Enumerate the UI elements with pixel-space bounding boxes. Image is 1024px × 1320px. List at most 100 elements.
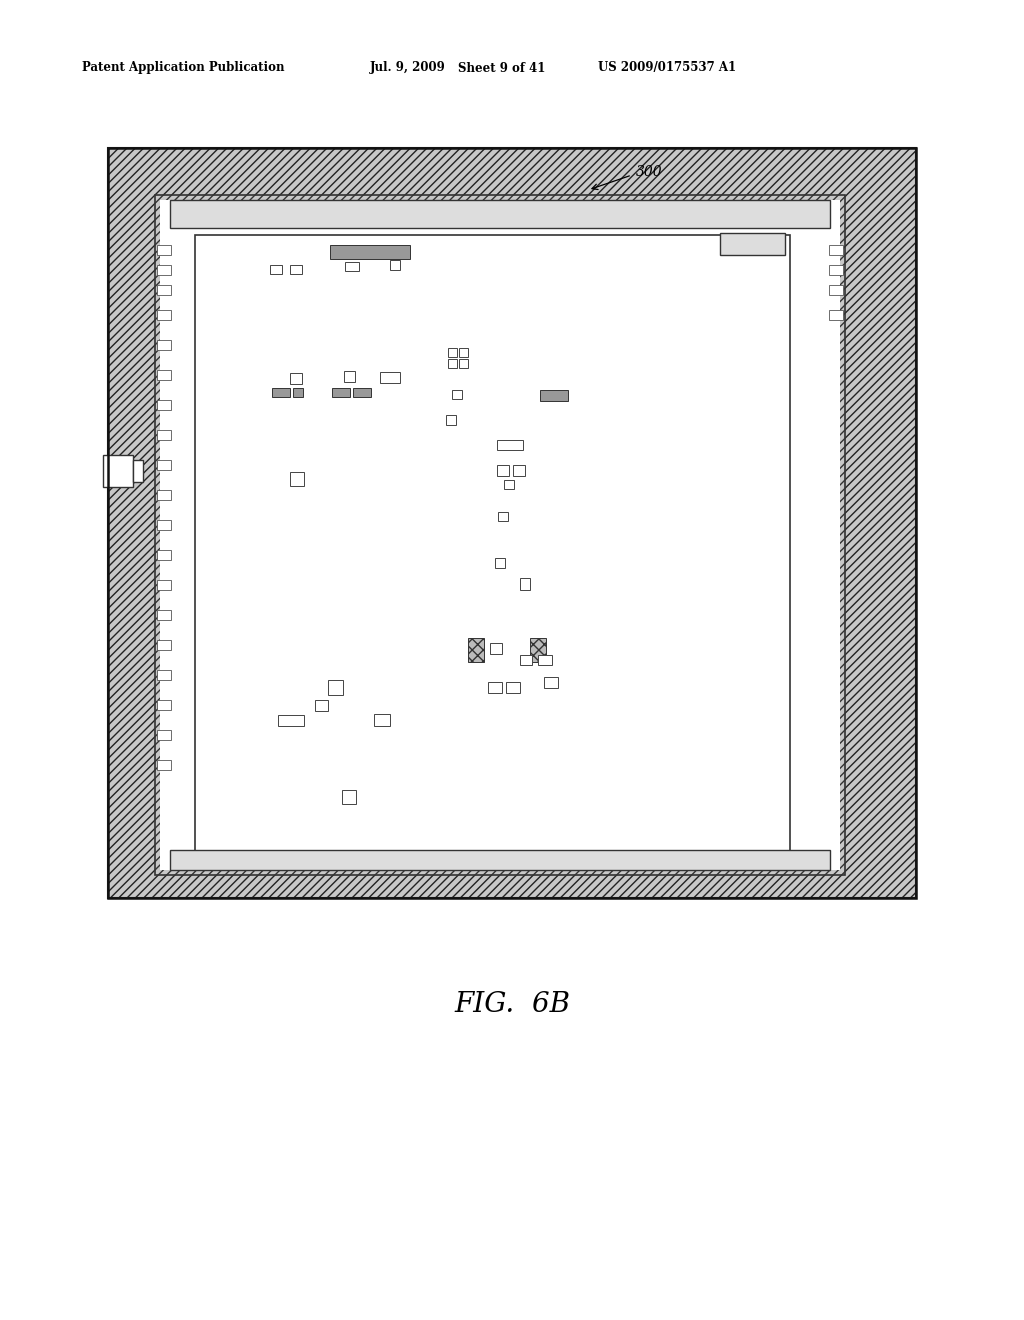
Bar bbox=[692, 539, 702, 548]
Bar bbox=[650, 508, 660, 517]
Bar bbox=[644, 478, 654, 488]
Bar bbox=[157, 640, 171, 649]
Bar bbox=[648, 564, 658, 574]
Bar bbox=[490, 643, 502, 653]
Bar bbox=[504, 480, 514, 488]
Bar bbox=[829, 310, 843, 319]
Bar bbox=[157, 265, 171, 275]
Bar bbox=[390, 260, 400, 271]
Bar bbox=[157, 520, 171, 531]
Bar bbox=[449, 359, 457, 368]
Text: Jul. 9, 2009: Jul. 9, 2009 bbox=[370, 62, 445, 74]
Text: FIG.  6B: FIG. 6B bbox=[454, 991, 570, 1019]
Bar bbox=[688, 445, 698, 455]
Bar bbox=[157, 490, 171, 500]
Bar bbox=[498, 512, 508, 521]
Bar bbox=[652, 601, 662, 610]
Bar bbox=[674, 531, 684, 540]
Bar bbox=[195, 235, 790, 855]
Bar bbox=[668, 587, 678, 598]
Bar bbox=[133, 459, 143, 482]
Bar bbox=[626, 653, 636, 664]
Bar bbox=[157, 400, 171, 411]
Bar bbox=[157, 370, 171, 380]
Bar bbox=[108, 148, 916, 898]
Bar bbox=[170, 201, 830, 228]
Bar bbox=[640, 624, 650, 634]
Bar bbox=[684, 502, 694, 512]
Bar bbox=[530, 638, 546, 663]
Bar bbox=[452, 389, 462, 399]
Bar bbox=[160, 201, 840, 870]
Bar bbox=[380, 372, 400, 383]
Bar bbox=[680, 414, 690, 425]
Bar bbox=[513, 465, 525, 477]
Bar bbox=[488, 682, 502, 693]
Bar bbox=[157, 610, 171, 620]
Bar bbox=[497, 465, 509, 477]
Bar bbox=[290, 473, 304, 486]
Bar bbox=[468, 638, 484, 663]
Bar bbox=[495, 558, 505, 568]
Bar bbox=[374, 714, 390, 726]
Bar bbox=[520, 655, 532, 665]
Bar bbox=[449, 348, 457, 356]
Bar bbox=[446, 414, 456, 425]
Bar bbox=[642, 657, 652, 668]
Bar bbox=[293, 388, 303, 397]
Text: 306: 306 bbox=[452, 759, 478, 774]
Bar bbox=[520, 578, 530, 590]
Bar bbox=[157, 700, 171, 710]
Text: 300: 300 bbox=[636, 165, 663, 180]
Bar bbox=[672, 455, 682, 466]
Text: Patent Application Publication: Patent Application Publication bbox=[82, 62, 285, 74]
Bar bbox=[290, 265, 302, 275]
Bar bbox=[675, 618, 685, 628]
Bar bbox=[342, 789, 356, 804]
Bar bbox=[497, 440, 523, 450]
Bar bbox=[829, 265, 843, 275]
Text: 306: 306 bbox=[476, 593, 503, 607]
Bar bbox=[157, 730, 171, 741]
Bar bbox=[666, 368, 676, 378]
Bar bbox=[684, 355, 694, 366]
Bar bbox=[660, 484, 670, 494]
Bar bbox=[680, 558, 690, 568]
Bar bbox=[157, 760, 171, 770]
Bar bbox=[157, 310, 171, 319]
Bar bbox=[660, 648, 670, 657]
Bar bbox=[658, 543, 668, 552]
Bar bbox=[829, 246, 843, 255]
Bar bbox=[664, 570, 674, 579]
Bar bbox=[665, 424, 675, 434]
Text: 302: 302 bbox=[550, 368, 577, 381]
Bar bbox=[170, 850, 830, 870]
Bar bbox=[648, 418, 658, 428]
Bar bbox=[642, 536, 652, 546]
Bar bbox=[328, 680, 343, 696]
Bar bbox=[278, 715, 304, 726]
Bar bbox=[506, 682, 520, 693]
Bar bbox=[829, 285, 843, 294]
Bar bbox=[459, 359, 468, 368]
Bar bbox=[720, 234, 785, 255]
Bar bbox=[157, 550, 171, 560]
Bar bbox=[538, 655, 552, 665]
Bar bbox=[694, 480, 705, 490]
Bar bbox=[686, 595, 696, 605]
Bar bbox=[706, 393, 716, 404]
Bar bbox=[655, 389, 665, 400]
Bar bbox=[157, 246, 171, 255]
Bar bbox=[155, 195, 845, 875]
Bar bbox=[540, 389, 568, 401]
Bar bbox=[666, 513, 676, 524]
Bar bbox=[103, 455, 133, 487]
Bar bbox=[672, 399, 682, 408]
Bar bbox=[157, 341, 171, 350]
Bar bbox=[332, 388, 350, 397]
Bar bbox=[272, 388, 290, 397]
Bar bbox=[157, 285, 171, 294]
Bar bbox=[270, 265, 282, 275]
Bar bbox=[330, 246, 410, 259]
Bar bbox=[157, 459, 171, 470]
